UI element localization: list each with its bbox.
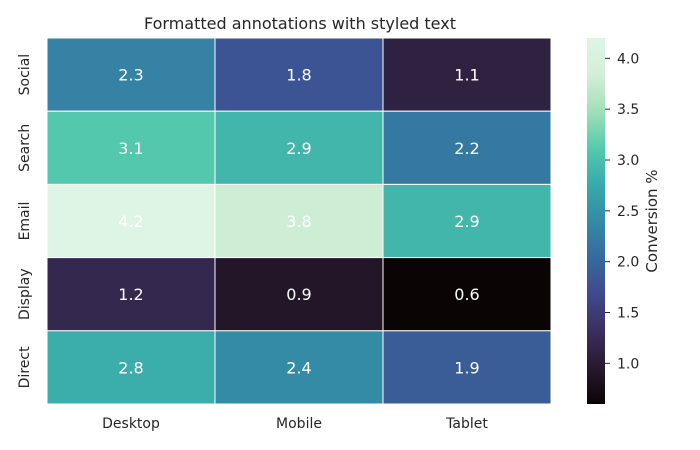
colorbar-tick-label: 2.0 <box>617 255 639 271</box>
x-tick-label: Mobile <box>276 416 322 432</box>
heatmap-cell <box>46 110 216 185</box>
colorbar-tick-label: 3.5 <box>617 102 639 118</box>
cell-annotation: 0.9 <box>286 285 311 304</box>
colorbar <box>587 38 605 404</box>
cell-annotation: 0.6 <box>454 285 479 304</box>
x-axis: Desktop Mobile Tablet <box>102 416 488 432</box>
y-tick-label: Email <box>17 202 33 241</box>
colorbar-tick-label: 1.5 <box>617 306 639 322</box>
colorbar-tick-label: 4.0 <box>617 51 639 67</box>
heatmap-cell <box>46 330 216 405</box>
colorbar-tick-label: 2.5 <box>617 204 639 220</box>
heatmap-cell <box>214 183 384 259</box>
y-axis: Social Search Email Display Direct <box>17 54 33 389</box>
cell-annotation: 2.9 <box>454 212 479 231</box>
cell-annotation: 2.4 <box>286 358 311 377</box>
y-tick-label: Search <box>17 124 33 172</box>
cell-annotation: 1.1 <box>454 66 479 85</box>
cell-annotation: 2.9 <box>286 139 311 158</box>
chart-title: Formatted annotations with styled text <box>144 14 456 33</box>
cell-annotation: 1.9 <box>454 358 479 377</box>
cell-annotation: 2.2 <box>454 139 479 158</box>
cell-annotation: 4.2 <box>118 212 143 231</box>
cell-annotation: 1.8 <box>286 66 311 85</box>
heatmap-cell <box>214 110 384 185</box>
cell-annotation: 1.2 <box>118 285 143 304</box>
cell-annotation: 2.8 <box>118 358 143 377</box>
heatmap-cell <box>382 257 552 332</box>
y-tick-label: Social <box>17 54 33 96</box>
colorbar-ticks: 1.0 1.5 2.0 2.5 3.0 3.5 4.0 <box>605 51 639 372</box>
heatmap-cell <box>46 257 216 332</box>
heatmap-cell <box>214 330 384 405</box>
cell-annotation: 2.3 <box>118 66 143 85</box>
heatmap-cell <box>382 37 552 112</box>
colorbar-tick-label: 1.0 <box>617 356 639 372</box>
heatmap-cell <box>214 37 384 112</box>
x-tick-label: Tablet <box>445 416 488 432</box>
colorbar-tick-label: 3.0 <box>617 153 639 169</box>
y-tick-label: Direct <box>17 346 33 388</box>
y-tick-label: Display <box>17 268 33 320</box>
heatmap-cell <box>382 330 552 405</box>
x-tick-label: Desktop <box>102 416 160 432</box>
heatmap-cell <box>46 37 216 112</box>
cell-annotation: 3.8 <box>286 212 311 231</box>
colorbar-label: Conversion % <box>643 169 661 272</box>
heatmap-cell <box>382 110 552 185</box>
heatmap-cells: 2.3 1.8 1.1 3.1 2.9 2.2 4.2 3.8 2.9 1.2 0.9 0.6 2.8 2… <box>46 37 552 405</box>
cell-annotation: 3.1 <box>118 139 143 158</box>
